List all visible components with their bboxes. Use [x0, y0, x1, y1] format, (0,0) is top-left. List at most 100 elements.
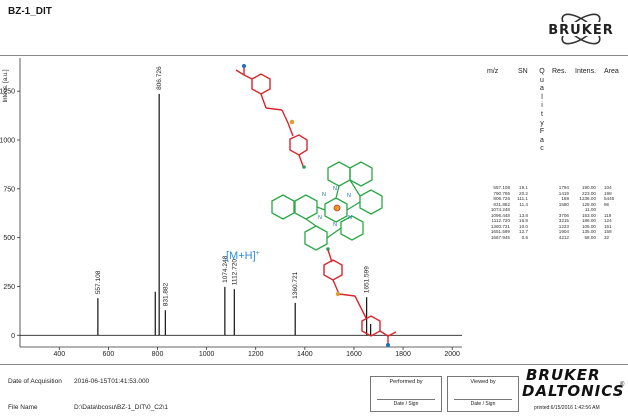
file-name-value: D:\Data\bcosu\BZ-1_DIT\0_C2\1	[74, 404, 168, 411]
peak-cell-res: 1580	[558, 201, 569, 207]
peak-cell-intens: 58.00	[584, 234, 597, 240]
peak-cell-res: 3215	[558, 218, 569, 223]
peak-cell-mz: 806.726	[493, 196, 510, 201]
peak-label: 1360.721	[292, 271, 299, 298]
y-axis-label: Intens. [a.u.]	[3, 69, 9, 102]
peak-cell-res: 4212	[558, 234, 569, 240]
svg-text:N: N	[322, 192, 326, 198]
peak-cell-sn: 0.5	[521, 234, 528, 240]
peak-cell-area: 124	[604, 218, 612, 223]
x-tick-label: 1400	[297, 351, 313, 356]
peak-cell-intens: 186.00	[581, 218, 596, 223]
peak-cell-area: 32	[604, 234, 610, 240]
printed-timestamp: printed:6/15/2016 1:42:56 AM	[534, 405, 600, 411]
col-header-res: Res.	[552, 68, 567, 75]
col-header-sn: SN	[518, 68, 528, 75]
col-header-intens: Intens.	[575, 68, 597, 75]
peak-cell-mz: 1651.599	[490, 229, 510, 234]
peak-label: 1112.720	[231, 259, 238, 286]
peak-cell-area: 86	[604, 201, 610, 207]
logo-text: BRUKER	[548, 23, 613, 38]
peak-cell-res: 1794	[558, 185, 569, 190]
svg-text:N: N	[347, 193, 351, 199]
peak-label: 1074.248	[222, 255, 229, 282]
y-tick-label: 1000	[0, 138, 15, 145]
acquisition-date-label: Date of Acquisition	[8, 378, 62, 385]
peak-table-row: 557.108 19.1 1794 190.00 104	[468, 185, 628, 191]
peak-cell-res: 1904	[558, 229, 569, 234]
bruker-logo: BRUKER	[542, 13, 620, 45]
peak-table-rows: 557.108 19.1 1794 190.00 104 790.795 20.2 1419 2…	[468, 185, 628, 240]
peak-table-row: 1360.721 10.0 1223 106.00 151	[468, 224, 628, 230]
peak-cell-res: 3706	[558, 212, 569, 218]
performed-by-box: Performed by Date / Sign	[370, 376, 442, 412]
svg-text:N: N	[333, 186, 337, 192]
peak-cell-mz: 1096.448	[490, 212, 510, 218]
peak-cell-intens: 128.00	[581, 201, 596, 207]
peak-cell-area: 151	[604, 223, 612, 229]
x-tick-label: 2000	[444, 351, 460, 356]
molecular-ion-annotation: [M+H]+	[226, 250, 260, 262]
peak-cell-intens: 190.00	[581, 185, 596, 190]
date-sign-label-2: Date / Sign	[470, 401, 496, 407]
peak-cell-intens: 1236.00	[579, 196, 596, 201]
footer-divider	[0, 364, 628, 365]
peak-table-row: 1651.599 12.7 1904 135.00 158	[468, 229, 628, 235]
peak-label: 557.108	[95, 270, 102, 294]
peak-cell-mz: 1360.721	[490, 223, 510, 229]
peak-cell-sn: 12.7	[519, 229, 528, 234]
peak-cell-sn: 20.2	[519, 190, 528, 196]
col-header-mz: m/z	[487, 68, 499, 75]
y-tick-label: 250	[3, 284, 15, 291]
mass-spectrum-chart: 0 250 500 750 1000 1250 400 600 800 1000 1200 1400 1…	[0, 58, 462, 356]
peak-cell-mz: 1112.720	[491, 218, 510, 223]
svg-text:N: N	[318, 215, 322, 221]
peak-cell-area: 119	[604, 212, 612, 218]
peak-cell-mz: 557.108	[493, 185, 510, 190]
peak-table-row: 790.795 20.2 1419 223.00 198	[468, 191, 628, 197]
svg-text:N: N	[348, 215, 352, 221]
peak-table-row: 831.882 11.4 1580 128.00 86	[468, 202, 628, 208]
daltonics-brand-text: DALTONICS	[522, 382, 625, 400]
peak-table-row: 1074.248 11.00	[468, 207, 628, 213]
phthalocyanine-structure-drawing: N N N N N N	[235, 64, 397, 347]
peak-cell-area: 104	[604, 185, 612, 190]
peak-cell-mz: 790.795	[493, 190, 510, 196]
y-tick-label: 1250	[0, 89, 15, 96]
peak-cell-sn: 111.1	[517, 196, 528, 201]
col-header-area: Area	[604, 68, 619, 75]
atom-logo-icon	[561, 13, 601, 45]
peak-cell-sn: 11.4	[519, 201, 528, 207]
acquisition-date-value: 2016-06-15T01:41:53.000	[74, 378, 150, 385]
peak-table-row: 1112.720 16.8 3215 186.00 124	[468, 218, 628, 224]
peak-cell-sn: 13.8	[519, 212, 528, 218]
peak-cell-sn: 16.8	[519, 218, 528, 223]
peak-cell-intens: 11.00	[584, 207, 596, 212]
peak-cell-sn: 10.0	[519, 223, 528, 229]
y-tick-label: 0	[11, 333, 15, 340]
svg-text:N: N	[333, 222, 337, 228]
peak-table-row: 1096.448 13.8 3706 153.00 119	[468, 213, 628, 219]
y-tick-label: 500	[3, 235, 15, 242]
x-tick-label: 1200	[248, 351, 264, 356]
viewed-by-label: Viewed by	[470, 379, 496, 385]
x-tick-label: 1800	[395, 351, 411, 356]
header-divider	[0, 55, 628, 56]
peak-cell-mz: 1667.945	[490, 234, 510, 240]
peak-cell-res: 188	[561, 196, 569, 201]
performed-by-label: Performed by	[389, 379, 423, 385]
x-tick-label: 400	[53, 351, 65, 356]
x-tick-label: 600	[103, 351, 115, 356]
peak-cell-sn: 19.1	[519, 185, 528, 190]
col-header-quality-fac: Q u a l i t y F a c	[539, 68, 545, 153]
peak-cell-intens: 106.00	[581, 223, 596, 229]
peak-cell-mz: 831.882	[493, 201, 510, 207]
peak-cell-intens: 153.00	[581, 212, 596, 218]
x-tick-label: 1600	[346, 351, 362, 356]
report-title: BZ-1_DIT	[8, 6, 52, 17]
peak-table-row: 1667.945 0.5 4212 58.00 32	[468, 235, 628, 241]
y-tick-label: 750	[3, 186, 15, 193]
peak-cell-area: 198	[604, 190, 612, 196]
peak-label: 1651.599	[364, 266, 371, 293]
viewed-by-box: Viewed by Date / Sign	[447, 376, 519, 412]
